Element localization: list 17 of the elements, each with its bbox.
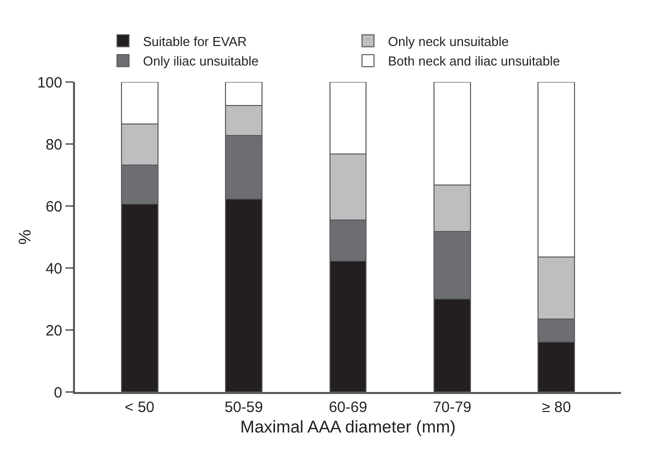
x-tick-label: < 50 [124,398,154,416]
legend-label: Only iliac unsuitable [143,54,259,69]
legend-label: Suitable for EVAR [143,34,247,49]
legend-label: Only neck unsuitable [388,34,509,49]
y-axis-title: % [16,229,34,245]
y-tick-label: 80 [46,136,62,154]
y-tick-label: 40 [46,260,62,278]
legend-label: Both neck and iliac unsuitable [388,54,560,69]
y-tick-label: 0 [54,384,62,402]
x-tick-label: ≥ 80 [542,398,571,416]
y-tick-label: 100 [37,74,62,92]
x-axis-title: Maximal AAA diameter (mm) [240,418,456,437]
y-tick-label: 60 [46,198,62,216]
x-tick-label: 50-59 [224,398,263,416]
x-tick-label: 70-79 [433,398,472,416]
x-tick-label: 60-69 [328,398,368,416]
y-tick-label: 20 [46,322,62,340]
